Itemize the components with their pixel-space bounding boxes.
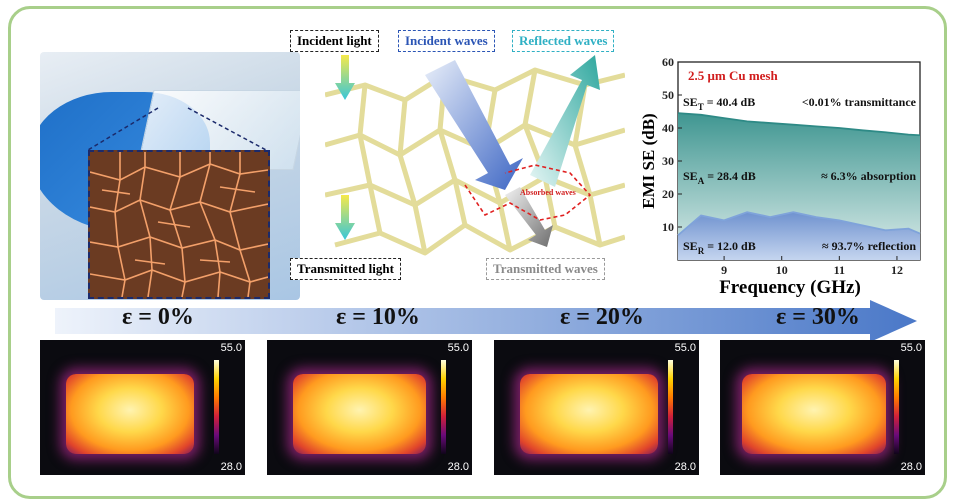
se-note-T: <0.01% transmittance: [802, 95, 917, 109]
x-tick-label: 12: [891, 263, 903, 277]
incident-light-arrow: [335, 55, 355, 100]
heated-film: [520, 374, 658, 454]
thermal-image-10: 55.0 28.0: [267, 340, 472, 475]
strain-label-30: ε = 30%: [776, 304, 860, 330]
crack-network: [90, 152, 268, 297]
transmitted-wave-arrow: [505, 187, 553, 247]
absorbed-wave-path: [464, 164, 592, 221]
se-annotation-T: SET = 40.4 dB: [683, 95, 755, 112]
chart-annotation-title: 2.5 μm Cu mesh: [688, 68, 778, 83]
y-axis-label: EMI SE (dB): [640, 113, 658, 208]
y-tick-label: 20: [662, 187, 674, 201]
strain-label-10: ε = 10%: [336, 304, 420, 330]
incident-wave-arrow: [425, 60, 523, 190]
series-line-1: [677, 211, 921, 236]
colorbar-min: 28.0: [900, 461, 922, 473]
x-tick-label: 9: [721, 263, 727, 277]
thermal-image-20: 55.0 28.0: [494, 340, 699, 475]
heated-film: [742, 374, 886, 454]
absorbed-waves-label: Absorbed waves: [520, 188, 576, 197]
strain-label-0: ε = 0%: [122, 304, 194, 330]
colorbar: [441, 360, 446, 454]
colorbar-max: 55.0: [674, 342, 696, 354]
reflected-waves-label: Reflected waves: [512, 30, 615, 52]
y-tick-label: 60: [662, 55, 674, 69]
series-area-1: [678, 212, 920, 260]
zoom-lines: [87, 107, 267, 151]
colorbar-max: 55.0: [220, 342, 242, 354]
series-line-0: [677, 112, 921, 137]
y-tick-label: 40: [662, 121, 674, 135]
colorbar: [214, 360, 219, 454]
reflected-wave-arrow: [530, 55, 600, 187]
se-note-A: ≈ 6.3% absorption: [821, 169, 916, 183]
se-note-R: ≈ 93.7% reflection: [822, 239, 916, 253]
shielding-scheme: Absorbed waves: [325, 55, 625, 256]
colorbar: [894, 360, 899, 454]
x-tick-label: 11: [834, 263, 845, 277]
colorbar: [668, 360, 673, 454]
thermal-image-30: 55.0 28.0: [720, 340, 925, 475]
transmitted-light-arrow: [335, 195, 355, 240]
cu-mesh-microscopy-inset: [88, 150, 270, 299]
x-tick-label: 10: [776, 263, 788, 277]
thermal-image-0: 55.0 28.0: [40, 340, 245, 475]
colorbar-min: 28.0: [220, 461, 242, 473]
transmitted-waves-label: Transmitted waves: [486, 258, 605, 280]
y-tick-label: 50: [662, 88, 674, 102]
heated-film: [66, 374, 194, 454]
colorbar-min: 28.0: [447, 461, 469, 473]
x-axis-label: Frequency (GHz): [719, 277, 861, 298]
emi-se-chart: 10 20 30 40 50 60 9 10 11 12 2.5 μm Cu mesh SET …: [640, 55, 921, 298]
se-annotation-A: SEA = 28.4 dB: [683, 169, 756, 186]
colorbar-max: 55.0: [447, 342, 469, 354]
transmitted-light-label: Transmitted light: [290, 258, 401, 280]
incident-waves-label: Incident waves: [398, 30, 495, 52]
se-annotation-R: SER = 12.0 dB: [683, 239, 756, 256]
colorbar-max: 55.0: [900, 342, 922, 354]
heated-film: [293, 374, 426, 454]
y-tick-label: 30: [662, 154, 674, 168]
y-tick-label: 10: [662, 220, 674, 234]
incident-light-label: Incident light: [290, 30, 379, 52]
strain-arrow: [55, 300, 917, 342]
strain-label-20: ε = 20%: [560, 304, 644, 330]
colorbar-min: 28.0: [674, 461, 696, 473]
